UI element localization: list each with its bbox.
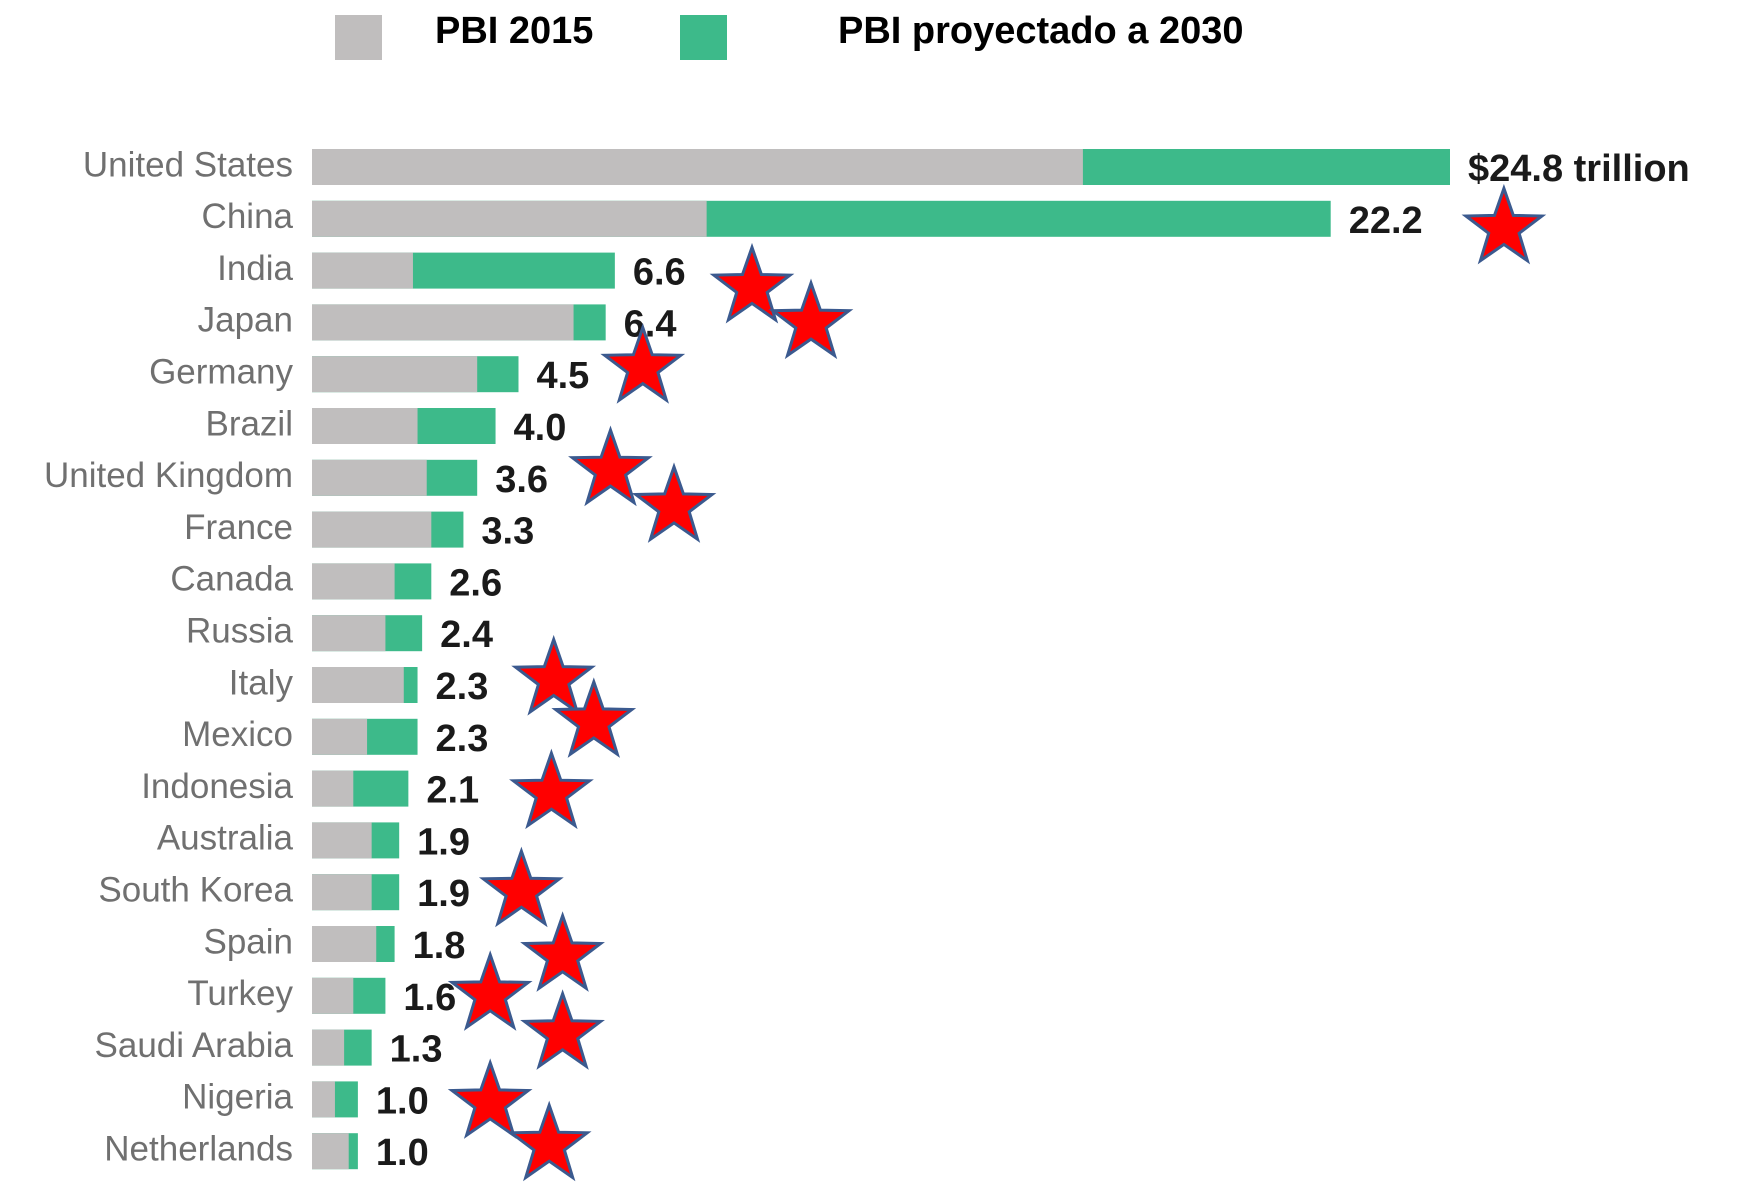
value-label: 3.3 — [481, 511, 534, 553]
star — [520, 911, 605, 992]
bar — [312, 459, 427, 496]
category-label: Australia — [157, 819, 294, 858]
category-label: China — [202, 197, 294, 236]
bar — [312, 667, 404, 703]
category-label: Italy — [229, 663, 294, 702]
value-label: 2.3 — [436, 718, 489, 760]
star — [511, 634, 597, 716]
category-label: Turkey — [187, 974, 293, 1013]
star — [1461, 183, 1547, 265]
category-label: Russia — [186, 611, 294, 650]
bar — [312, 874, 372, 911]
value-label: 1.0 — [376, 1080, 429, 1122]
category-label: France — [184, 508, 293, 547]
category-label: Spain — [203, 922, 293, 961]
legend-label: PBI proyectado a 2030 — [838, 10, 1244, 52]
bar — [312, 252, 413, 289]
value-label: 6.4 — [624, 303, 677, 345]
bar — [312, 977, 354, 1014]
star — [568, 425, 653, 507]
bar — [312, 304, 574, 341]
value-label: 1.9 — [417, 821, 470, 863]
bar — [312, 718, 368, 755]
bar — [312, 1081, 335, 1118]
star — [506, 1100, 592, 1182]
value-label: 1.3 — [390, 1029, 443, 1071]
legend-swatch — [335, 15, 382, 60]
category-label: Germany — [149, 352, 293, 391]
star — [709, 242, 795, 324]
value-label: 1.8 — [413, 925, 466, 967]
stars — [447, 183, 1547, 1182]
bar — [312, 511, 432, 548]
bar — [312, 926, 377, 962]
category-label: Netherlands — [104, 1129, 293, 1168]
category-label: Saudi Arabia — [95, 1026, 294, 1065]
value-label: 6.6 — [633, 252, 686, 294]
category-label: Nigeria — [182, 1078, 293, 1117]
bar — [312, 200, 707, 237]
value-label: 4.0 — [514, 407, 567, 449]
category-label: Mexico — [182, 715, 293, 754]
star — [768, 278, 854, 360]
category-label: United Kingdom — [44, 456, 293, 495]
bar — [312, 1133, 349, 1170]
bar — [312, 1029, 345, 1066]
bar — [312, 822, 372, 859]
value-label: 1.0 — [376, 1132, 429, 1174]
legend-label: PBI 2015 — [435, 10, 593, 52]
star — [520, 989, 605, 1070]
star — [447, 1058, 533, 1139]
legend-swatch — [680, 15, 727, 60]
bar — [312, 615, 386, 652]
category-label: Japan — [198, 301, 293, 340]
value-label: 4.5 — [536, 355, 589, 397]
bar — [312, 770, 354, 807]
value-label: 2.3 — [436, 666, 489, 708]
star — [551, 677, 637, 758]
category-label: India — [217, 249, 293, 288]
star — [631, 462, 717, 543]
category-label: South Korea — [98, 870, 293, 909]
value-label: 3.6 — [495, 459, 548, 501]
star — [478, 846, 564, 928]
star — [509, 748, 594, 830]
value-label: 2.1 — [426, 770, 479, 812]
value-label: 1.6 — [403, 977, 456, 1019]
category-label: Canada — [170, 560, 293, 599]
value-label: 2.6 — [449, 562, 502, 604]
value-label: 22.2 — [1349, 200, 1423, 242]
bar — [312, 149, 1083, 185]
legend: PBI proyectado a 2030 PBI 2015 — [335, 10, 1244, 60]
value-label: 2.4 — [440, 614, 493, 656]
bar — [312, 563, 395, 600]
value-label: 1.9 — [417, 873, 470, 915]
category-label: United States — [83, 145, 293, 184]
bar — [312, 356, 478, 393]
star — [447, 950, 533, 1031]
category-label: Indonesia — [141, 767, 293, 806]
bars: United States $24.8 trillion China 22.2 Indi… — [44, 145, 1690, 1174]
value-label: $24.8 trillion — [1468, 148, 1690, 190]
bar — [312, 408, 418, 444]
star — [600, 323, 686, 404]
category-label: Brazil — [205, 404, 293, 443]
